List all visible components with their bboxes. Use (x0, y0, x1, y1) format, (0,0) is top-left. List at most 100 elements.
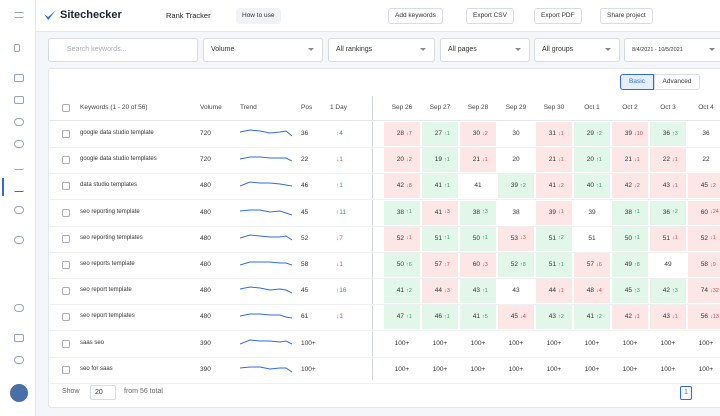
date-header: Sep 30 (543, 104, 565, 111)
rank-change: ↓1 (558, 130, 564, 137)
position: 45 (301, 287, 309, 295)
action-button[interactable]: Share project (600, 8, 653, 24)
row-rule (50, 199, 720, 201)
rank-change: ↑1 (444, 235, 450, 242)
rank-change: ↓2 (710, 182, 716, 189)
trend (239, 338, 293, 348)
rank-value: 47 (396, 313, 404, 321)
nav-icon[interactable] (14, 206, 24, 214)
rank-value: 31 (548, 130, 556, 137)
volume: 480 (200, 261, 211, 268)
action-button[interactable]: Add keywords (388, 8, 443, 24)
rank-change: ↓10 (634, 130, 643, 137)
nav-icon[interactable] (14, 236, 24, 244)
nav-icon[interactable] (14, 96, 24, 104)
nav-icon[interactable] (14, 304, 24, 312)
volume-filter[interactable]: Volume (203, 38, 323, 62)
row-checkbox[interactable] (62, 130, 70, 138)
row-checkbox[interactable] (62, 234, 70, 243)
rank-cell (574, 226, 610, 251)
trend-line (239, 129, 293, 137)
select-all[interactable] (62, 104, 70, 112)
rank-cell (498, 226, 534, 251)
rank-cell (688, 148, 720, 173)
rank-value: 52 (510, 261, 518, 268)
row-checkbox[interactable] (62, 287, 70, 296)
rank-change: ↓1 (672, 313, 678, 320)
rank-cell (384, 279, 420, 304)
date-range[interactable]: 8/4/2021 - 10/5/2021 (624, 38, 720, 62)
rank-value: 36 (702, 130, 710, 137)
nav-icon[interactable] (14, 356, 24, 364)
rank-value: 43 (472, 287, 480, 295)
action-button[interactable]: Export CSV (466, 8, 514, 24)
rank-change: ↓4 (596, 287, 602, 294)
rank-cell (536, 200, 572, 225)
rank-value: 38 (396, 208, 404, 216)
pages-filter[interactable]: All pages (440, 38, 530, 62)
rank-change: ↓1 (482, 156, 488, 163)
rank-change: ↑1 (596, 182, 602, 189)
search-input[interactable]: Search keywords... (48, 38, 198, 62)
rank-cell (688, 174, 720, 199)
advanced-toggle[interactable]: Advanced (654, 74, 700, 90)
column-header: Pos (301, 104, 313, 111)
rank-cell (536, 174, 572, 199)
nav-icon[interactable] (14, 74, 24, 82)
date-header: Oct 2 (622, 104, 638, 111)
rank-value: 21 (472, 156, 480, 164)
row-rule (50, 278, 720, 279)
rank-cell (498, 174, 534, 199)
row-checkbox[interactable] (62, 261, 70, 269)
row-checkbox[interactable] (62, 313, 70, 322)
rank-change: ↓2 (482, 130, 488, 137)
rank-value: 41 (474, 182, 482, 190)
page-size[interactable]: 20 (90, 385, 116, 400)
rank-cell (498, 279, 534, 304)
row-rule (50, 382, 720, 384)
nav-icon[interactable] (14, 140, 24, 148)
rank-value: 41 (548, 182, 556, 190)
nav-icon[interactable] (14, 118, 24, 126)
sidebar (0, 0, 36, 416)
avatar[interactable] (10, 384, 28, 402)
rank-change: ↑2 (406, 287, 412, 294)
total-label: from 56 total (124, 388, 163, 395)
row-checkbox[interactable] (62, 156, 70, 165)
trend-line (239, 261, 293, 266)
rankings-filter[interactable]: All rankings (328, 38, 435, 62)
volume: 480 (200, 182, 211, 190)
rank-change: ↓4 (520, 313, 526, 320)
rank-change: ↓8 (406, 182, 412, 189)
groups-filter[interactable]: All groups (534, 38, 620, 62)
row-checkbox[interactable] (62, 208, 70, 217)
rank-value: 41 (586, 313, 594, 321)
show-label: Show (62, 388, 80, 395)
nav-icon[interactable] (14, 162, 24, 170)
rank-value: 22 (702, 156, 710, 164)
nav-icon[interactable] (14, 334, 24, 342)
rank-value: 74 (700, 287, 708, 295)
date-header: Oct 1 (584, 104, 600, 111)
rank-cell (612, 122, 648, 146)
day-change: ↑1 (336, 182, 343, 190)
row-checkbox[interactable] (62, 182, 70, 191)
nav-icon-active[interactable] (14, 184, 24, 192)
row-checkbox[interactable] (62, 339, 70, 348)
action-button[interactable]: Export PDF (534, 8, 582, 24)
rank-cell (688, 279, 720, 304)
nav-icon[interactable] (14, 44, 20, 52)
position: 45 (301, 208, 309, 216)
row-checkbox[interactable] (62, 365, 70, 374)
rank-value: 48 (586, 287, 594, 295)
rank-value: 27 (434, 130, 442, 137)
menu-icon[interactable] (14, 12, 24, 18)
page-button[interactable]: 1 (680, 386, 692, 400)
row-rule (50, 356, 720, 358)
volume: 480 (200, 313, 211, 321)
basic-toggle[interactable]: Basic (620, 74, 654, 90)
rank-cell (422, 122, 458, 146)
help-link[interactable]: How to use (236, 8, 281, 24)
keyword: seo for saas (80, 365, 113, 372)
rank-value: 56 (700, 313, 708, 321)
